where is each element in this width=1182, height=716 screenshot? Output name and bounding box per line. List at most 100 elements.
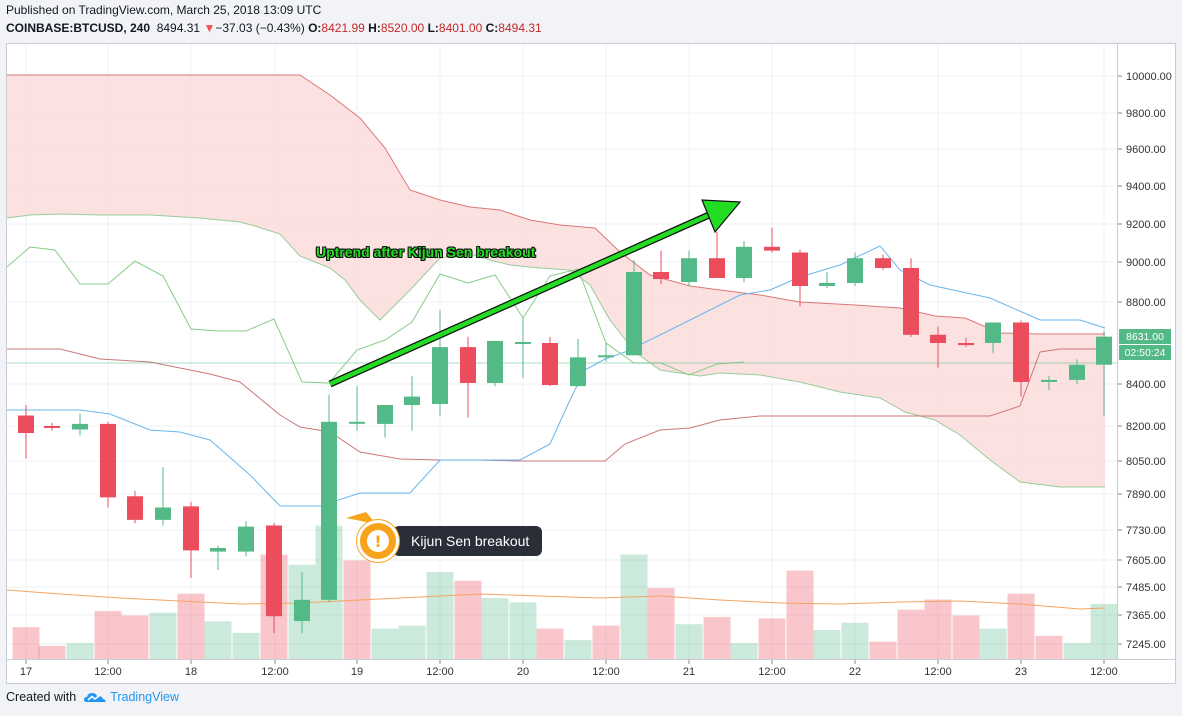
time-tick-label: 12:00 xyxy=(426,666,454,678)
volume-bar xyxy=(897,609,925,659)
volume-bar xyxy=(1035,635,1063,659)
candle-body xyxy=(321,421,337,600)
time-tick-label: 21 xyxy=(683,666,695,678)
time-tick-label: 12:00 xyxy=(592,666,620,678)
price-tick-label: 9600.00 xyxy=(1126,144,1166,156)
candle-body xyxy=(681,258,697,282)
candle-body xyxy=(653,272,669,279)
candle-body xyxy=(875,258,891,268)
price-tick-label: 9400.00 xyxy=(1126,181,1166,193)
price-tick-label: 7245.00 xyxy=(1126,639,1166,651)
price-tick-label: 7485.00 xyxy=(1126,582,1166,594)
time-axis[interactable] xyxy=(6,660,1176,684)
volume-bar xyxy=(924,599,952,659)
alert-icon-glyph: ! xyxy=(367,530,389,552)
price-tick-label: 8800.00 xyxy=(1126,297,1166,309)
candle-body xyxy=(542,343,558,386)
candle-body xyxy=(1069,364,1085,380)
tradingview-logo-icon xyxy=(84,693,106,702)
candle-body xyxy=(515,341,531,344)
volume-bar xyxy=(786,570,814,659)
change-arrow-icon: ▼ xyxy=(203,21,216,35)
price-tick-label: 7365.00 xyxy=(1126,610,1166,622)
price-tick-label: 7890.00 xyxy=(1126,489,1166,501)
candle-body xyxy=(349,421,365,424)
volume-bar xyxy=(66,643,94,659)
volume-bar xyxy=(343,560,371,659)
time-tick-label: 20 xyxy=(517,666,529,678)
time-tick-label: 23 xyxy=(1015,666,1027,678)
price-tick-label: 9800.00 xyxy=(1126,108,1166,120)
time-tick-label: 12:00 xyxy=(94,666,122,678)
volume-bar xyxy=(371,628,399,659)
volume-bar xyxy=(592,625,620,659)
breakout-callout[interactable]: ! Kijun Sen breakout xyxy=(357,520,543,562)
volume-bar xyxy=(204,621,232,659)
candle-body xyxy=(183,506,199,551)
open-label: O: xyxy=(308,21,322,35)
volume-bar xyxy=(454,580,482,659)
time-axis-labels: 17 12:00 18 12:00 19 12:00 20 12:00 21 12:00 22 12:… xyxy=(20,660,1118,678)
footer: Created with TradingView xyxy=(6,690,179,704)
candle-body xyxy=(819,283,835,286)
candle-body xyxy=(709,258,725,278)
last-price-tag: 8631.00 02:50:24 xyxy=(1119,329,1171,360)
alert-icon[interactable]: ! xyxy=(357,520,399,562)
volume-ma xyxy=(7,589,1106,610)
candle-body xyxy=(460,347,476,383)
breakout-label: Kijun Sen breakout xyxy=(393,526,543,556)
candle-body xyxy=(764,246,780,251)
volume-bar xyxy=(703,616,731,659)
open-value: 8421.99 xyxy=(321,21,365,35)
candle-body xyxy=(958,343,974,346)
candle-body xyxy=(210,548,226,552)
created-with: Created with xyxy=(6,690,77,704)
volume-bar xyxy=(426,572,454,659)
kijun-sen xyxy=(7,348,1105,462)
price-tick-label: 9200.00 xyxy=(1126,219,1166,231)
candle-body xyxy=(792,252,808,286)
uptrend-annotation[interactable]: Uptrend after Kijun Sen breakout xyxy=(316,244,536,260)
candle-body xyxy=(985,322,1001,343)
candle-body xyxy=(626,272,642,356)
volume-bar xyxy=(481,598,509,659)
price-tick-label: 10000.00 xyxy=(1126,71,1172,83)
candle-body xyxy=(100,423,116,498)
candle-body xyxy=(736,246,752,278)
uptrend-arrow-icon xyxy=(328,199,742,388)
volume-bar xyxy=(1090,603,1117,659)
volume-bar xyxy=(177,593,205,659)
volume-bar xyxy=(121,615,149,659)
candle-body xyxy=(127,496,143,520)
candle-body xyxy=(155,507,171,520)
last-price: 8494.31 xyxy=(156,21,201,35)
candle-body xyxy=(598,355,614,358)
price-tick-label: 8400.00 xyxy=(1126,379,1166,391)
volume-bar xyxy=(398,625,426,659)
volume-bar xyxy=(758,618,786,659)
volume-bar xyxy=(952,615,980,659)
change: −37.03 (−0.43%) xyxy=(215,21,305,35)
kumo-cloud xyxy=(7,75,1105,487)
volume-bar xyxy=(1063,643,1091,659)
time-tick-label: 18 xyxy=(185,666,197,678)
candle-body xyxy=(1013,322,1029,382)
close-value: 8494.31 xyxy=(498,21,542,35)
candle-body xyxy=(930,334,946,343)
tradingview-link[interactable]: TradingView xyxy=(110,690,179,704)
price-tick-label: 7605.00 xyxy=(1126,555,1166,567)
volume-bar xyxy=(564,640,592,659)
volume-bar xyxy=(149,612,177,659)
last-price-tag-text: 8631.00 xyxy=(1126,331,1164,343)
volume-bar xyxy=(869,641,897,659)
high-label: H: xyxy=(368,21,381,35)
time-tick-label: 17 xyxy=(20,666,32,678)
volume-bar xyxy=(730,643,758,659)
volume-bars xyxy=(12,525,1117,659)
volume-bar xyxy=(232,632,260,659)
symbol[interactable]: COINBASE:BTCUSD, 240 xyxy=(6,21,151,35)
candle-body xyxy=(377,405,393,424)
senkou-span-b xyxy=(7,213,1105,488)
volume-bar xyxy=(675,624,703,659)
